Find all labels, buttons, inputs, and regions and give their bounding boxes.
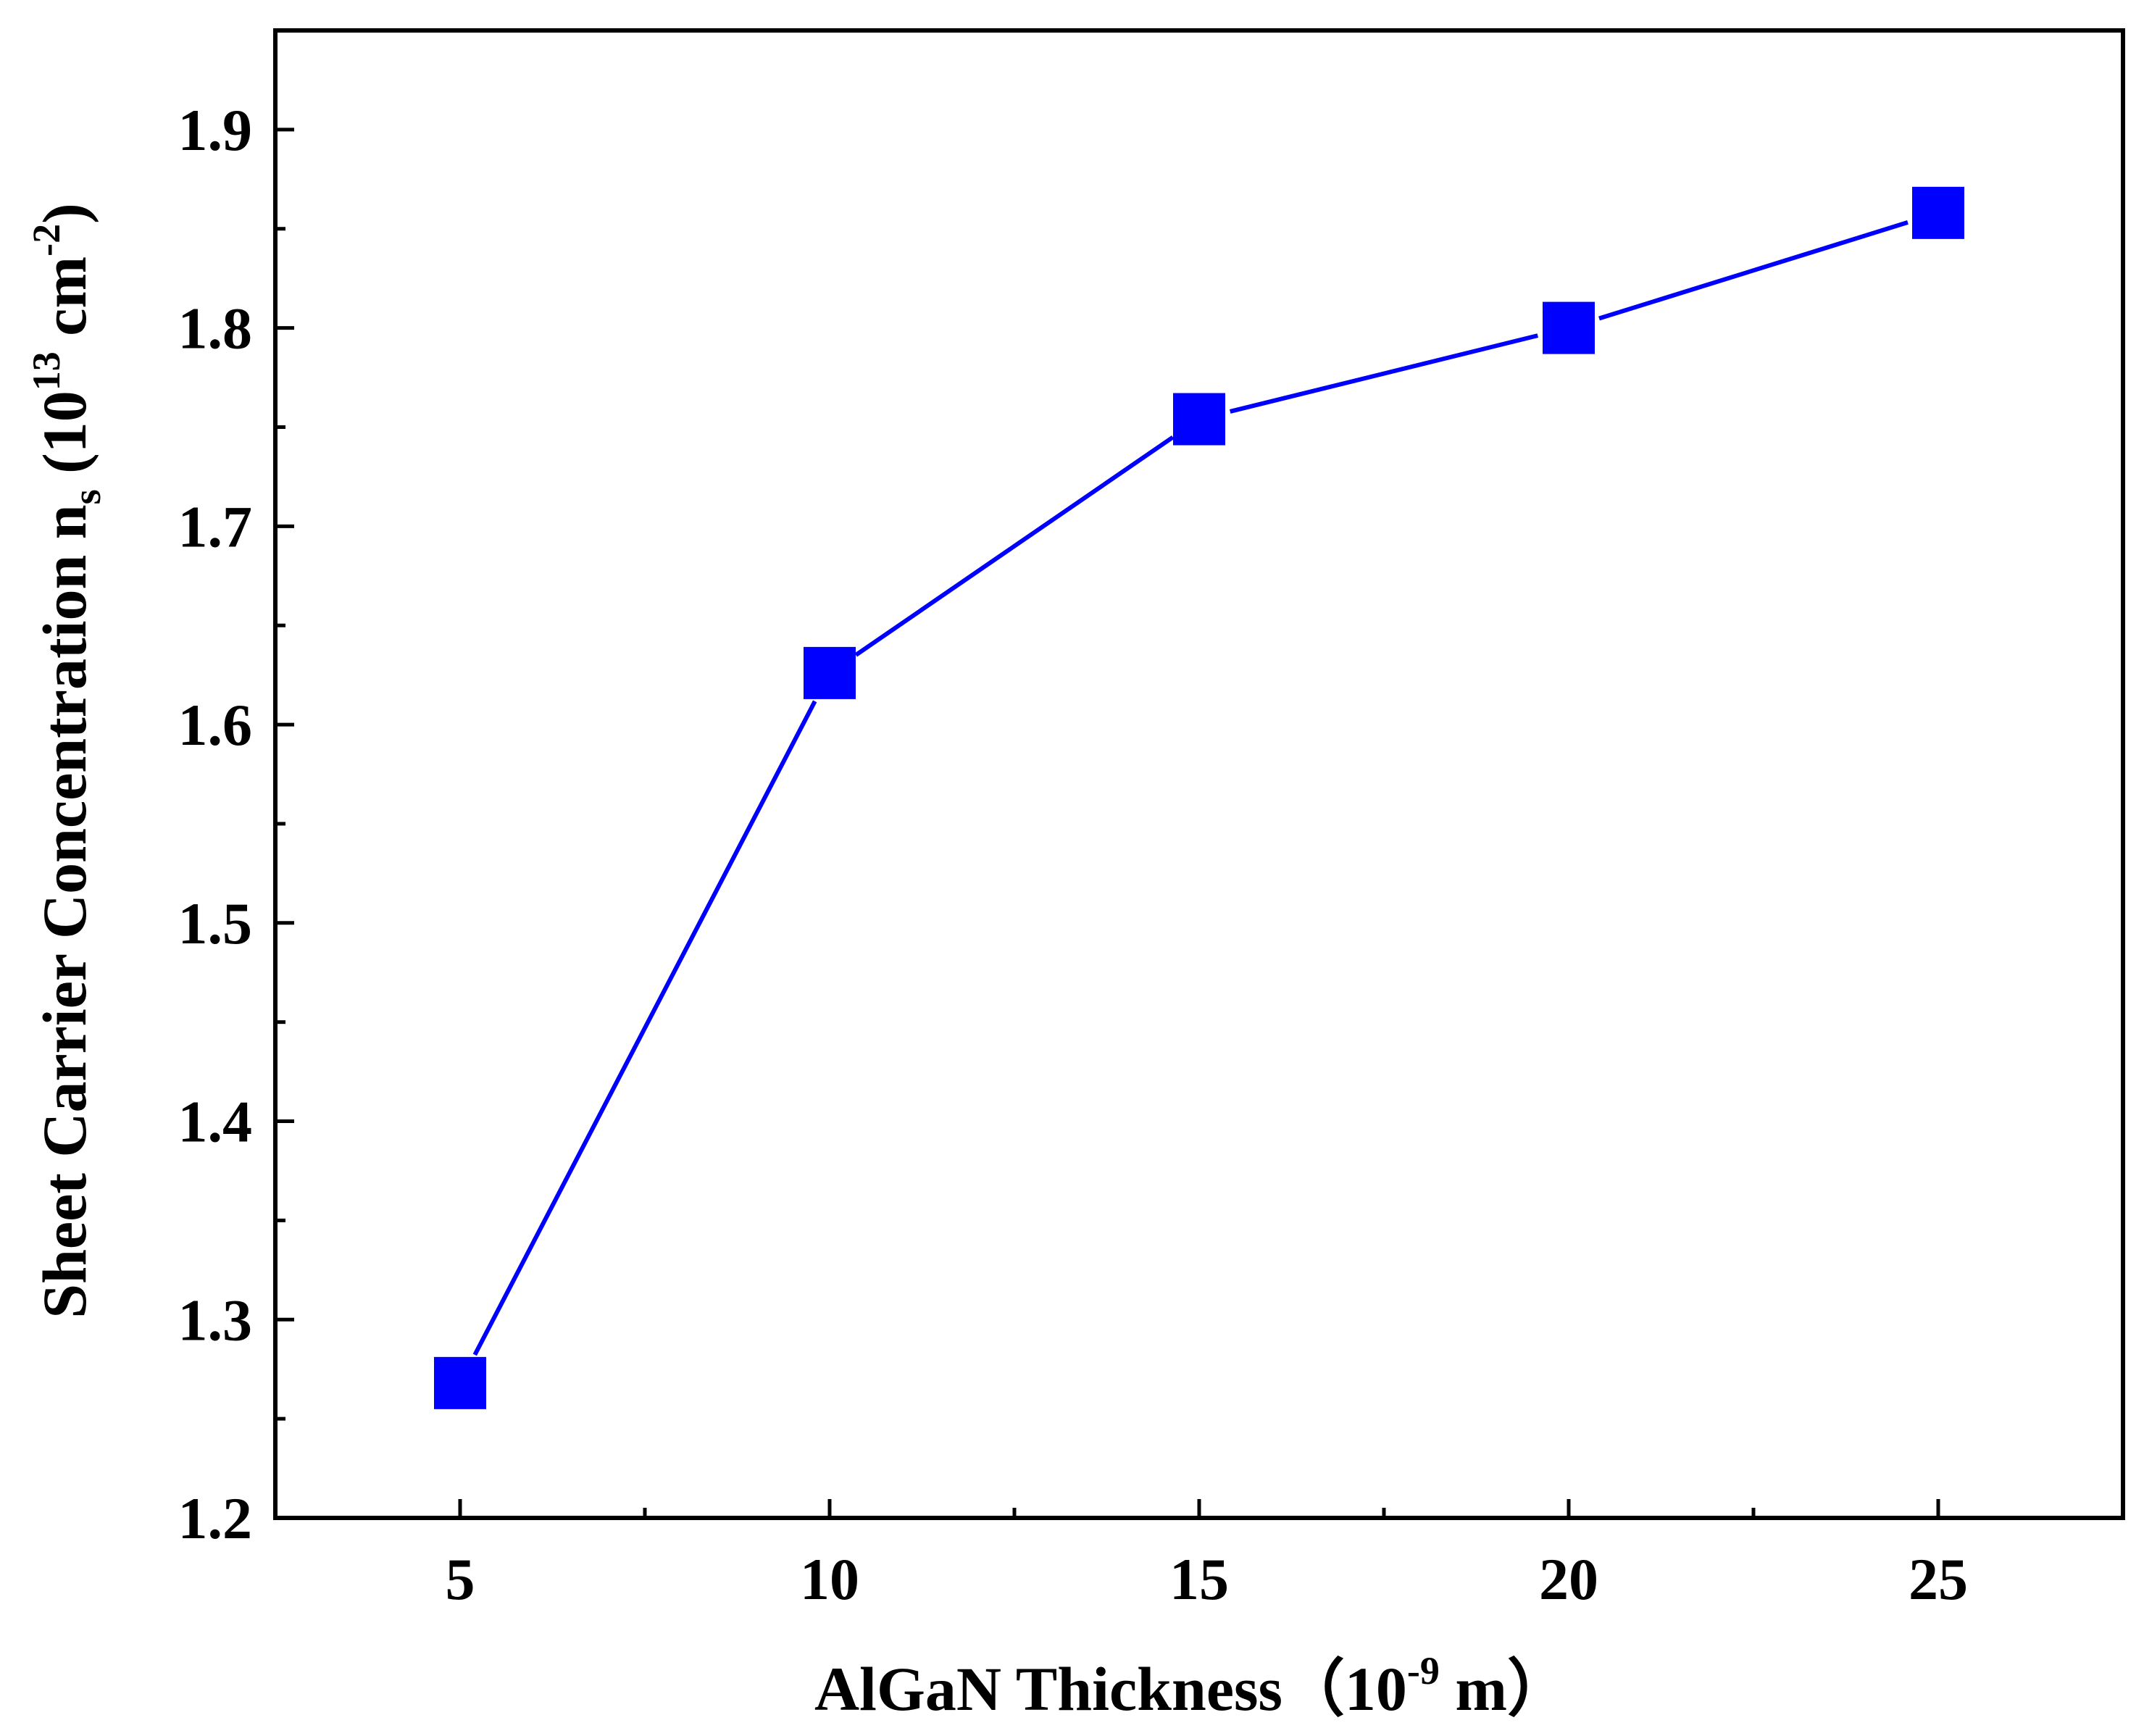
y-tick-label: 1.7 — [178, 493, 253, 559]
x-axis-title-exponent: -9 — [1407, 1649, 1440, 1693]
series-line-segment — [854, 435, 1175, 657]
x-axis-title-main: AlGaN Thickness（10 — [814, 1654, 1407, 1724]
x-tick-label: 10 — [800, 1546, 859, 1612]
y-axis-title-exponent: 13 — [25, 351, 68, 391]
y-axis-title-exponent2: -2 — [25, 224, 68, 256]
y-tick-label: 1.3 — [178, 1287, 253, 1353]
data-point-marker — [1173, 393, 1225, 446]
y-tick-label: 1.4 — [178, 1089, 253, 1155]
data-point-marker — [804, 646, 856, 699]
x-axis-ticks — [458, 1499, 1940, 1518]
x-tick-label: 5 — [446, 1546, 475, 1612]
x-axis-title: AlGaN Thickness（10-9 m） — [814, 1649, 1569, 1724]
x-tick-label: 20 — [1539, 1546, 1598, 1612]
series-markers — [434, 186, 1964, 1409]
y-tick-label: 1.6 — [178, 692, 253, 758]
x-axis-tick-labels: 5 10 15 20 25 — [446, 1546, 1969, 1612]
x-axis-title-unit: m） — [1440, 1654, 1569, 1724]
series-lines — [472, 220, 1909, 1356]
series-line-segment — [472, 700, 817, 1356]
plot-frame — [273, 28, 2125, 1520]
data-point-marker — [1912, 186, 1964, 239]
y-axis-ticks — [275, 128, 294, 1520]
series-line-segment — [1598, 220, 1909, 321]
data-point-marker — [1543, 301, 1595, 354]
data-point-marker — [434, 1356, 486, 1409]
y-axis-title-unit-mid: cm — [30, 256, 99, 351]
x-tick-label: 15 — [1169, 1546, 1229, 1612]
y-axis-tick-labels: 1.2 1.3 1.4 1.5 1.6 1.7 1.8 1.9 — [178, 97, 253, 1551]
y-axis-title-unit-open: (10 — [30, 391, 99, 489]
y-axis-title-subscript: s — [65, 489, 109, 504]
y-axis-title-unit-close: ) — [30, 203, 99, 224]
y-axis-title-main: Sheet Carrier Concentration n — [30, 504, 99, 1318]
y-tick-label: 1.2 — [178, 1485, 253, 1551]
series-line-segment — [1229, 333, 1539, 414]
y-axis-title: Sheet Carrier Concentration ns (1013 cm-… — [25, 203, 109, 1318]
y-tick-label: 1.9 — [178, 97, 253, 163]
y-tick-label: 1.8 — [178, 296, 253, 362]
x-tick-label: 25 — [1909, 1546, 1968, 1612]
y-tick-label: 1.5 — [178, 890, 253, 956]
